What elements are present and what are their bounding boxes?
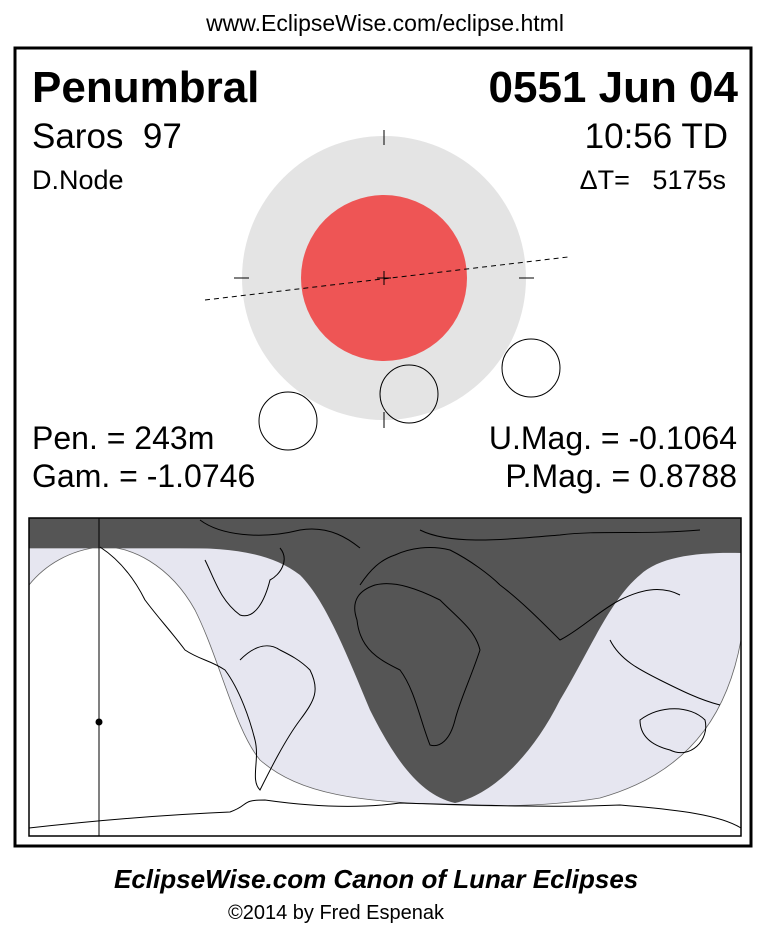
penumbral-duration: Pen. = 243m [32,420,215,456]
eclipse-time: 10:56 TD [584,117,728,156]
saros-number: Saros 97 [32,117,182,156]
night-zone [29,518,741,803]
greatest-eclipse-point [95,718,103,726]
frame-border [13,46,753,848]
node: D.Node [32,165,124,195]
umbral-magnitude: U.Mag. = -0.1064 [488,420,737,456]
eclipse-date: 0551 Jun 04 [488,63,739,112]
gamma: Gam. = -1.0746 [32,458,256,494]
penumbral-magnitude: P.Mag. = 0.8788 [505,458,737,494]
moon-position-2 [379,364,439,424]
page-url[interactable]: www.EclipseWise.com/eclipse.html [206,10,564,36]
delta-t: ΔT= 5175s [579,165,726,195]
moon-position-3 [501,338,561,398]
coastlines [28,519,742,829]
ecliptic-line [204,256,569,301]
copyright: ©2014 by Fred Espenak [228,902,444,924]
eclipse-type: Penumbral [32,63,260,112]
footer-title: EclipseWise.com Canon of Lunar Eclipses [114,864,639,894]
moon-position-1 [258,391,318,451]
visibility-map [28,517,742,837]
